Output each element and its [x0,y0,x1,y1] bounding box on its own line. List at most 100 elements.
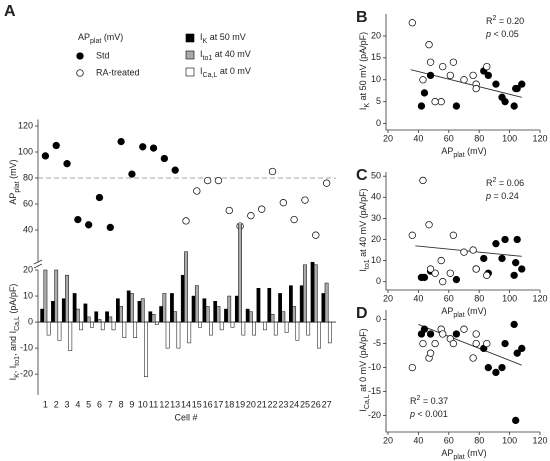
bar [122,321,127,338]
x-tick-label: 27 [322,399,332,409]
y-axis-label: Ito1 at 40 mV (pA/pF) [358,188,371,271]
label-part: R [486,178,493,188]
label-part: I [358,409,368,412]
point [425,41,433,49]
bar [198,321,202,328]
point [437,256,445,265]
x-tick-label: 40 [413,435,423,445]
point [41,152,50,160]
point [446,269,454,277]
label-part: I [358,269,368,272]
label-part: I [8,378,18,381]
bar [40,308,45,323]
point [449,339,458,348]
y-tick-label: 5 [376,96,381,106]
bar [108,316,113,323]
bar [75,308,80,323]
point [290,215,298,224]
panel-letter: B [356,9,368,26]
label-part: 2 [417,395,421,402]
point [419,176,427,185]
point [472,265,480,273]
legend-label: Ito1 at 40 mV [200,49,251,62]
x-tick-label: 12 [159,399,169,409]
point [472,330,480,338]
bar [151,314,156,323]
label-part: plat [453,312,464,319]
point [417,330,426,338]
label-part: to1 [14,356,21,366]
label-part: at 0 mV (pA/pF) [358,328,368,394]
bar [180,274,185,323]
point [518,344,526,353]
y-tick-label: 0 [376,118,381,128]
point [513,235,521,244]
y-tick-label: 10 [371,74,381,84]
legend-label: Std [96,50,110,60]
point [431,98,439,106]
point [498,363,506,372]
y-tick-label: 0 [376,314,381,324]
x-tick-label: 26 [311,399,321,409]
bar [267,287,272,323]
point [498,254,506,263]
x-tick-label: 100 [502,435,517,445]
x-tick-label: 60 [444,435,454,445]
bar [230,321,235,328]
label-part: Ca,L [364,394,371,409]
label-part: p [485,29,491,39]
y-tick-label: 100 [18,146,33,156]
legend-swatch [185,33,195,43]
bar [54,269,59,323]
label-part: = 0.24 [491,191,519,201]
panel-letter: A [4,3,16,20]
label-part: at 50 mV [207,32,246,42]
y-axis-label: APplat (mV) [8,159,21,204]
bar [238,224,242,323]
label-part: AP [441,306,453,316]
label-part: AP [441,448,453,458]
x-tick-label: 120 [532,293,547,303]
point [472,84,480,93]
bar [263,321,267,331]
bar [176,321,181,349]
x-tick-label: 120 [532,435,547,445]
bar [324,282,329,323]
bar [94,311,99,323]
bar [313,264,318,323]
point [193,187,201,195]
bar [86,316,91,323]
x-tick-label: 21 [257,399,267,409]
bar [115,298,120,323]
x-tick-label: 14 [181,399,191,409]
x-tick-label: 19 [235,399,245,409]
bar [310,261,315,323]
label-part: to1 [364,259,371,269]
bar [130,293,134,323]
bar [295,321,300,341]
point [439,330,447,338]
point [472,339,480,348]
bar [234,295,239,323]
label-part: , I [8,366,18,374]
point [425,221,433,229]
point [510,102,518,110]
bar [72,293,77,323]
bar [216,306,221,323]
point [439,62,447,71]
bar [213,301,218,323]
label-part: 2 [493,15,497,22]
x-tick-label: 20 [383,133,393,143]
point [301,196,309,204]
bar [133,321,138,338]
point [446,71,454,80]
bar [126,290,131,323]
point [510,271,518,279]
label-part: to1 [203,55,213,62]
point [501,235,509,244]
point [469,354,477,362]
point [426,265,435,273]
point [149,144,158,152]
point [431,339,439,348]
